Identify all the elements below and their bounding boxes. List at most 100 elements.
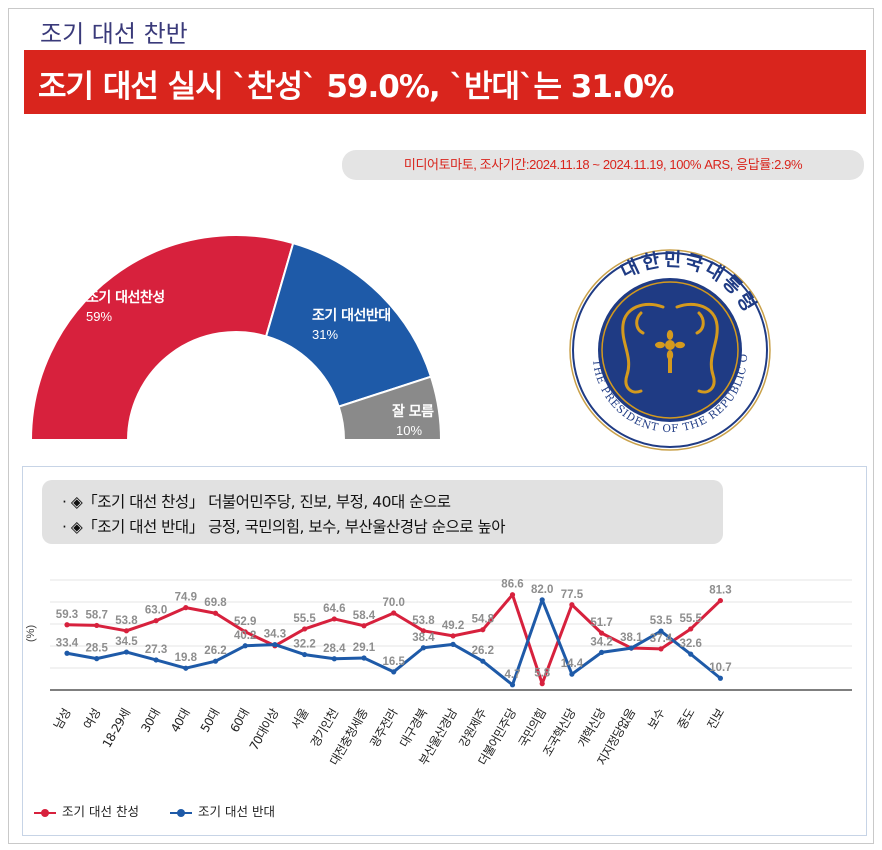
data-point (391, 610, 397, 616)
x-tick-label: 강원제주 (456, 706, 489, 750)
page-title: 조기 대선 실시 `찬성` 59.0%, `반대`는 31.0% (38, 69, 674, 105)
donut-value-2: 10% (396, 423, 422, 438)
demographic-line-chart: 59.3 58.7 53.8 63.0 74.9 69.8 52.9 55.5 64.6 58.4… (25, 579, 852, 768)
data-label: 26.2 (472, 645, 494, 657)
data-label: 69.8 (204, 597, 227, 609)
survey-source: 미디어토마토, 조사기간:2024.11.18 ~ 2024.11.19, 10… (342, 150, 864, 180)
data-point (302, 651, 308, 658)
data-point (717, 597, 724, 604)
data-label: 74.9 (175, 592, 197, 604)
x-tick-label: 국민의힘 (516, 707, 549, 750)
data-point (717, 675, 724, 681)
x-tick-label: 남성 (51, 707, 74, 732)
data-point (123, 649, 129, 655)
x-tick-label: 18-29세 (100, 707, 133, 751)
data-label: 54.8 (472, 614, 495, 626)
data-label: 53.8 (412, 615, 435, 627)
data-label: 19.8 (175, 652, 198, 664)
data-label: 52.9 (234, 616, 256, 628)
x-tick-label: 광주전라 (367, 706, 400, 750)
data-point (94, 656, 100, 662)
data-point (153, 618, 159, 624)
legend-item-oppose: 조기 대선 반대 (170, 801, 275, 820)
data-label: 32.2 (293, 639, 315, 651)
donut-slice-2 (337, 375, 443, 441)
data-point (183, 605, 189, 611)
data-label: 34.3 (264, 629, 286, 641)
data-point (599, 649, 605, 655)
donut-slice-0 (29, 234, 295, 441)
data-label: 37.4 (650, 633, 673, 645)
donut-slice-1 (264, 241, 433, 408)
data-label: 58.4 (353, 610, 376, 622)
data-point (658, 646, 664, 652)
data-label: 58.7 (86, 609, 108, 621)
data-label: 38.4 (412, 632, 435, 644)
presidential-seal-icon: 대한민국대통령 THE PRESIDENT OF THE REPUBLIC OF… (565, 245, 771, 451)
data-point (420, 645, 426, 651)
summary-note-1: · ◈「조기 대선 찬성」 더불어민주당, 진보, 부정, 40대 순으로 (62, 493, 451, 511)
data-point (331, 656, 337, 662)
data-point (183, 665, 189, 671)
headline-banner: 조기 대선 실시 `찬성` 59.0%, `반대`는 31.0% (24, 50, 866, 114)
donut-label-0: 조기 대선찬성 (86, 289, 165, 306)
data-label: 10.7 (709, 662, 731, 674)
data-label: 55.5 (293, 613, 316, 625)
x-tick-label: 서울 (289, 706, 312, 732)
x-tick-label: 개혁신당 (575, 706, 608, 750)
data-point (361, 655, 367, 661)
data-label: 82.0 (531, 584, 553, 596)
x-tick-label: 중도 (675, 706, 698, 732)
data-label: 16.5 (383, 656, 406, 668)
data-label: 26.2 (204, 645, 226, 657)
legend-label-support: 조기 대선 찬성 (62, 804, 139, 819)
data-point (331, 616, 337, 622)
data-label: 81.3 (709, 585, 731, 597)
data-point (450, 641, 456, 647)
data-label: 34.5 (115, 636, 138, 648)
data-point (480, 658, 486, 664)
data-point (94, 622, 100, 629)
data-label: 27.3 (145, 644, 167, 656)
x-tick-label: 30대 (138, 707, 162, 735)
legend-item-support: 조기 대선 찬성 (34, 801, 139, 820)
data-point (302, 626, 308, 632)
data-point (628, 645, 634, 651)
data-point (509, 682, 516, 688)
x-tick-label: 50대 (198, 707, 222, 735)
data-point (123, 628, 129, 634)
x-tick-label: 대구경북 (397, 706, 430, 750)
data-point (539, 597, 545, 603)
data-label: 29.1 (353, 642, 376, 654)
data-label: 70.0 (383, 597, 405, 609)
data-point (569, 671, 575, 677)
data-label: 55.5 (680, 613, 703, 625)
page-subtitle: 조기 대선 찬반 (40, 20, 188, 48)
legend-label-oppose: 조기 대선 반대 (198, 804, 275, 819)
data-label: 49.2 (442, 620, 464, 632)
data-point (391, 669, 397, 675)
data-point (539, 681, 545, 687)
data-label: 5.8 (534, 668, 551, 680)
data-point (420, 628, 426, 634)
donut-label-2: 잘 모름 (392, 404, 434, 420)
data-label: 53.8 (115, 615, 138, 627)
donut-value-0: 59% (86, 309, 112, 324)
data-label: 4.7 (505, 669, 521, 681)
legend-swatch-oppose (170, 808, 192, 818)
summary-note-box: · ◈「조기 대선 찬성」 더불어민주당, 진보, 부정, 40대 순으로 · … (42, 480, 723, 544)
donut-value-1: 31% (312, 327, 338, 342)
data-label: 28.5 (86, 643, 109, 655)
page-frame (8, 8, 874, 844)
x-tick-label: 보수 (645, 706, 668, 732)
data-point (64, 650, 70, 656)
data-point (272, 641, 278, 648)
data-label: 77.5 (561, 589, 584, 601)
data-label: 34.2 (590, 636, 612, 648)
data-point (242, 643, 248, 649)
x-tick-label: 진보 (704, 706, 727, 732)
x-tick-label: 60대 (227, 707, 251, 735)
data-point (688, 651, 694, 657)
data-point (509, 592, 516, 598)
legend-swatch-support (34, 808, 56, 818)
